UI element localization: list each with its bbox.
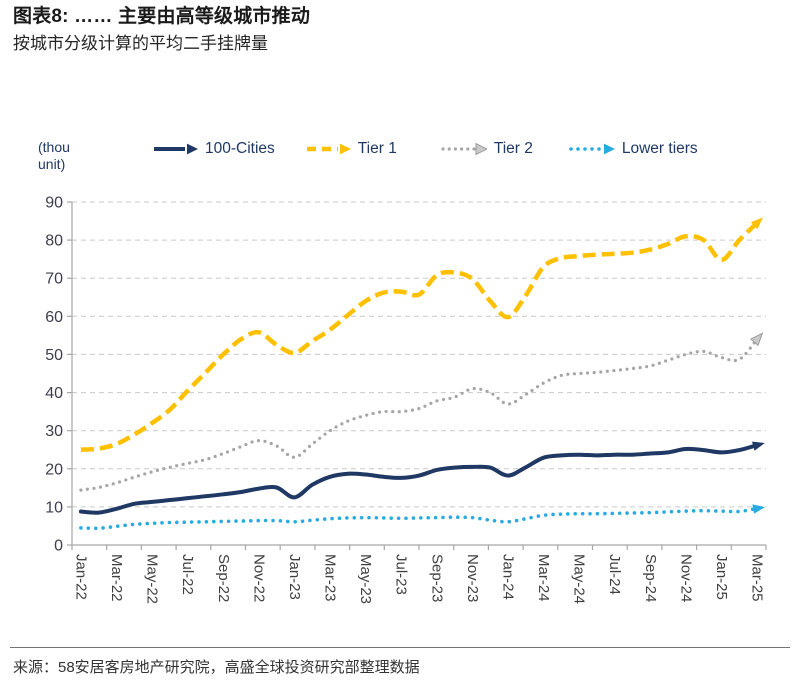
svg-text:Jan-24: Jan-24 — [500, 554, 517, 600]
x-axis-tick-label: Mar-25 — [749, 554, 766, 602]
unit-label-line1: (thou — [38, 139, 70, 155]
y-axis-tick-label: 10 — [45, 499, 63, 516]
svg-text:Jan-22: Jan-22 — [72, 554, 89, 600]
x-axis-tick-label: Jan-22 — [72, 554, 89, 600]
x-axis-tick-label: Jul-23 — [393, 554, 410, 595]
legend-line-sample-100-cities — [154, 143, 198, 155]
svg-text:Mar-23: Mar-23 — [322, 554, 339, 602]
legend-items: 100-Cities Tier 1 Tier 2 Lower tiers — [96, 140, 698, 158]
series-line-tier-2 — [79, 337, 759, 492]
x-axis-tick-label: Sep-24 — [642, 554, 659, 602]
x-axis-tick-label: Mar-24 — [535, 554, 552, 602]
x-axis-tick-label: Jul-24 — [606, 554, 623, 595]
footer-divider — [10, 647, 790, 648]
svg-text:Nov-24: Nov-24 — [677, 554, 694, 602]
svg-text:Mar-22: Mar-22 — [108, 554, 125, 602]
legend-line-sample-tier-1 — [306, 143, 351, 155]
x-axis-tick-label: Mar-23 — [322, 554, 339, 602]
series-line-lower-tiers — [79, 506, 759, 531]
legend-item-tier-2: Tier 2 — [441, 140, 533, 158]
legend-label-lower-tiers: Lower tiers — [621, 140, 698, 157]
y-axis-tick-label: 40 — [45, 385, 63, 402]
x-axis-tick-label: Nov-23 — [464, 554, 481, 602]
line-chart: 0 10 20 30 40 50 60 70 80 90 Jan-22 Mar-22 May-22 Jul… — [45, 195, 767, 604]
legend-arrow-icon — [339, 143, 351, 155]
unit-label-line2: unit) — [38, 156, 66, 172]
y-axis-tick-label: 70 — [45, 271, 63, 288]
y-axis-unit-label: (thou unit) — [38, 139, 96, 173]
svg-text:Jan-25: Jan-25 — [713, 554, 730, 600]
figure-subtitle: 按城市分级计算的平均二手挂牌量 — [13, 34, 268, 53]
legend-arrow-icon — [475, 142, 487, 156]
svg-text:Jul-23: Jul-23 — [393, 554, 410, 595]
series-arrow-tier-2 — [750, 332, 764, 347]
series-line-tier-1 — [80, 221, 759, 452]
x-axis-tick-label: Sep-23 — [428, 554, 445, 602]
svg-text:Sep-23: Sep-23 — [428, 554, 445, 602]
svg-text:Sep-22: Sep-22 — [215, 554, 232, 602]
x-axis-tick-label: May-23 — [357, 554, 374, 604]
legend-line-sample-tier-2 — [441, 142, 487, 156]
svg-text:Jul-24: Jul-24 — [606, 554, 623, 595]
chart-area: 0 10 20 30 40 50 60 70 80 90 Jan-22 Mar-22 May-22 Jul… — [0, 190, 800, 652]
series-line-100-cities — [78, 443, 760, 515]
legend-arrow-icon — [187, 143, 198, 155]
legend-arrow-icon — [603, 143, 615, 155]
svg-text:Sep-24: Sep-24 — [642, 554, 659, 602]
y-axis-tick-label: 30 — [45, 423, 63, 440]
y-axis-tick-label: 80 — [45, 233, 63, 250]
y-axis-tick-label: 50 — [45, 347, 63, 364]
legend-line-sample-lower-tiers — [569, 143, 615, 155]
series-arrow-tier-1 — [750, 217, 763, 230]
legend-label-tier-2: Tier 2 — [493, 140, 533, 157]
svg-text:Nov-23: Nov-23 — [464, 554, 481, 602]
x-axis-tick-label: May-24 — [571, 554, 588, 604]
x-axis-tick-label: Jan-25 — [713, 554, 730, 600]
svg-text:Mar-24: Mar-24 — [535, 554, 552, 602]
legend-item-100-cities: 100-Cities — [152, 140, 275, 158]
legend-label-100-cities: 100-Cities — [205, 140, 275, 157]
svg-text:Nov-22: Nov-22 — [250, 554, 267, 602]
svg-text:Mar-25: Mar-25 — [749, 554, 766, 602]
svg-text:May-24: May-24 — [571, 554, 588, 604]
x-axis-tick-label: May-22 — [144, 554, 161, 604]
y-axis-tick-label: 60 — [45, 309, 63, 326]
series-arrow-lower-tiers — [752, 504, 765, 514]
x-axis-tick-label: Sep-22 — [215, 554, 232, 602]
svg-text:Jan-23: Jan-23 — [286, 554, 303, 600]
legend-item-tier-1: Tier 1 — [305, 140, 397, 158]
x-axis-tick-label: Nov-24 — [677, 554, 694, 602]
svg-text:May-22: May-22 — [144, 554, 161, 604]
series-arrow-100-cities — [752, 441, 765, 451]
source-note: 来源：58安居客房地产研究院，高盛全球投资研究部整理数据 — [13, 659, 420, 676]
x-axis-tick-label: Nov-22 — [250, 554, 267, 602]
figure-title: 图表8: …… 主要由高等级城市推动 — [13, 6, 311, 27]
y-axis-tick-label: 0 — [54, 538, 63, 555]
legend-label-tier-1: Tier 1 — [357, 140, 397, 157]
x-axis-tick-label: Mar-22 — [108, 554, 125, 602]
y-axis-tick-label: 20 — [45, 461, 63, 478]
svg-text:May-23: May-23 — [357, 554, 374, 604]
svg-text:Jul-22: Jul-22 — [179, 554, 196, 595]
x-axis-tick-label: Jul-22 — [179, 554, 196, 595]
chart-legend: (thou unit) 100-Cities Tier 1 Tier 2 Lower … — [38, 139, 698, 173]
legend-item-lower-tiers: Lower tiers — [569, 140, 698, 158]
y-axis-tick-label: 90 — [45, 195, 63, 212]
x-axis-tick-label: Jan-24 — [500, 554, 517, 600]
x-axis-tick-label: Jan-23 — [286, 554, 303, 600]
